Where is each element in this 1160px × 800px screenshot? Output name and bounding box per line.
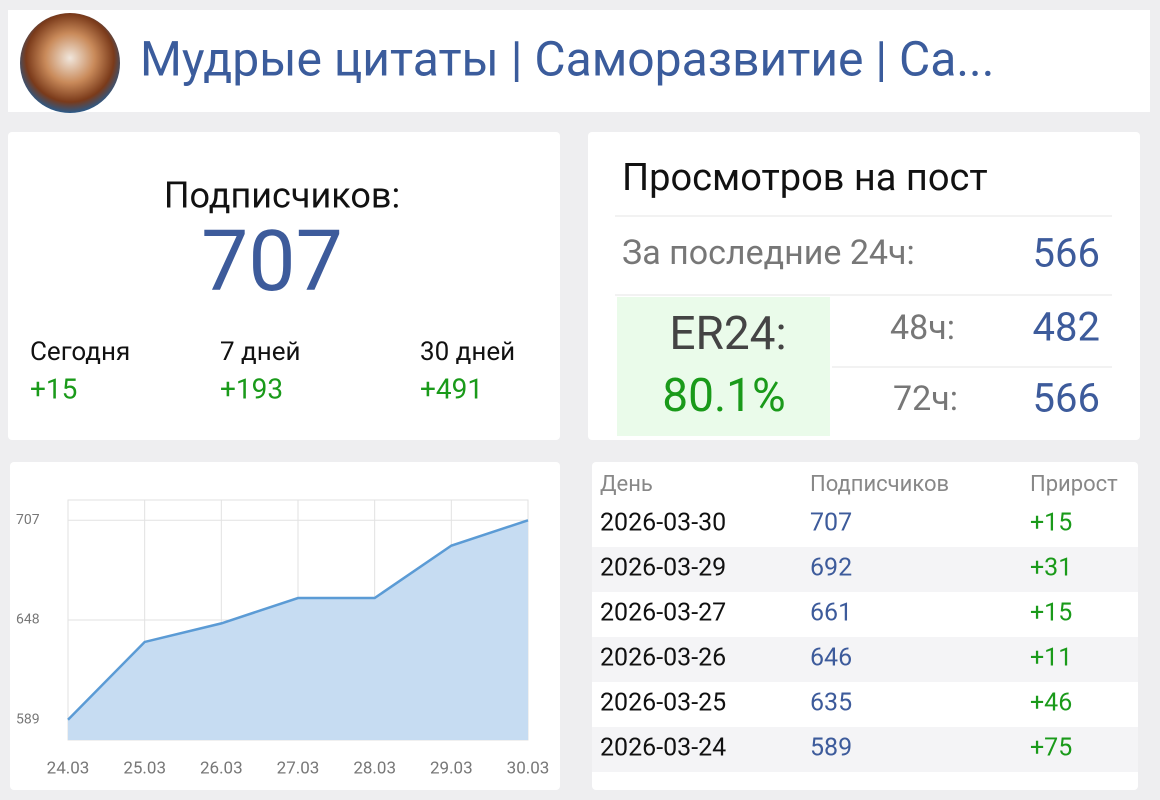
table-cell: +15 <box>1030 509 1072 538</box>
subscribers-label: Подписчиков: <box>164 175 400 217</box>
channel-title: Мудрые цитаты | Саморазвитие | Са... <box>140 31 994 88</box>
period-label: Сегодня <box>30 337 130 367</box>
table-cell: 646 <box>810 644 852 673</box>
table-cell: 589 <box>810 734 852 763</box>
x-tick-label: 30.03 <box>507 758 550 778</box>
period-label: 30 дней <box>420 337 515 367</box>
x-tick-label: 29.03 <box>430 758 473 778</box>
avatar[interactable] <box>20 13 120 113</box>
y-tick-label: 589 <box>16 711 40 727</box>
x-tick-label: 26.03 <box>200 758 243 778</box>
chart: 589 648 707 24.03 25.03 26.03 27.03 28.03 29.03 3… <box>16 499 550 778</box>
table-cell: 2026-03-30 <box>600 509 726 538</box>
table-cell: 2026-03-25 <box>600 689 726 718</box>
views-24: 566 <box>1033 230 1100 277</box>
x-tick-label: 24.03 <box>47 758 90 778</box>
row-background <box>592 727 1138 772</box>
er-box <box>617 297 830 436</box>
table-cell: 2026-03-27 <box>600 599 726 628</box>
header-card <box>8 10 1150 112</box>
period-change: +193 <box>220 372 283 405</box>
table-cell: +31 <box>1030 554 1072 583</box>
subscribers-card <box>8 132 560 440</box>
views-48-label: 48ч: <box>890 308 955 348</box>
x-tick-label: 28.03 <box>353 758 396 778</box>
x-tick-label: 25.03 <box>123 758 166 778</box>
table-cell: +11 <box>1030 644 1072 673</box>
table-cell: +15 <box>1030 599 1072 628</box>
table-cell: 707 <box>810 509 852 538</box>
views-title: Просмотров на пост <box>622 156 988 200</box>
table: День Подписчиков Прирост 2026-03-30 707 +15 20… <box>592 472 1138 772</box>
er-value: 80.1% <box>662 369 785 423</box>
table-cell: 2026-03-24 <box>600 734 726 763</box>
table-card <box>592 462 1138 790</box>
table-cell: 692 <box>810 554 852 583</box>
table-cell: +46 <box>1030 689 1072 718</box>
views-24-label: За последние 24ч: <box>622 233 915 273</box>
periods: Сегодня +15 7 дней +193 30 дней +491 <box>30 337 515 406</box>
views-72-label: 72ч: <box>893 379 958 419</box>
period-change: +491 <box>420 372 483 405</box>
views-48: 482 <box>1033 304 1100 351</box>
y-tick-label: 648 <box>16 612 40 628</box>
table-cell: 661 <box>810 599 852 628</box>
area <box>68 520 528 740</box>
table-cell: +75 <box>1030 734 1072 763</box>
table-cell: 2026-03-29 <box>600 554 726 583</box>
table-header: День <box>600 472 653 497</box>
row-background <box>592 637 1138 682</box>
table-header: Прирост <box>1030 472 1118 497</box>
subscribers-count: 707 <box>201 212 343 311</box>
x-tick-label: 27.03 <box>277 758 320 778</box>
views-72: 566 <box>1033 375 1100 422</box>
table-cell: 2026-03-26 <box>600 644 726 673</box>
table-cell: 635 <box>810 689 852 718</box>
period-label: 7 дней <box>220 337 301 367</box>
table-header: Подписчиков <box>810 472 949 497</box>
period-change: +15 <box>30 372 77 405</box>
er-label: ER24: <box>669 307 786 361</box>
row-background <box>592 547 1138 592</box>
line <box>67 519 529 721</box>
y-tick-label: 707 <box>16 512 40 528</box>
